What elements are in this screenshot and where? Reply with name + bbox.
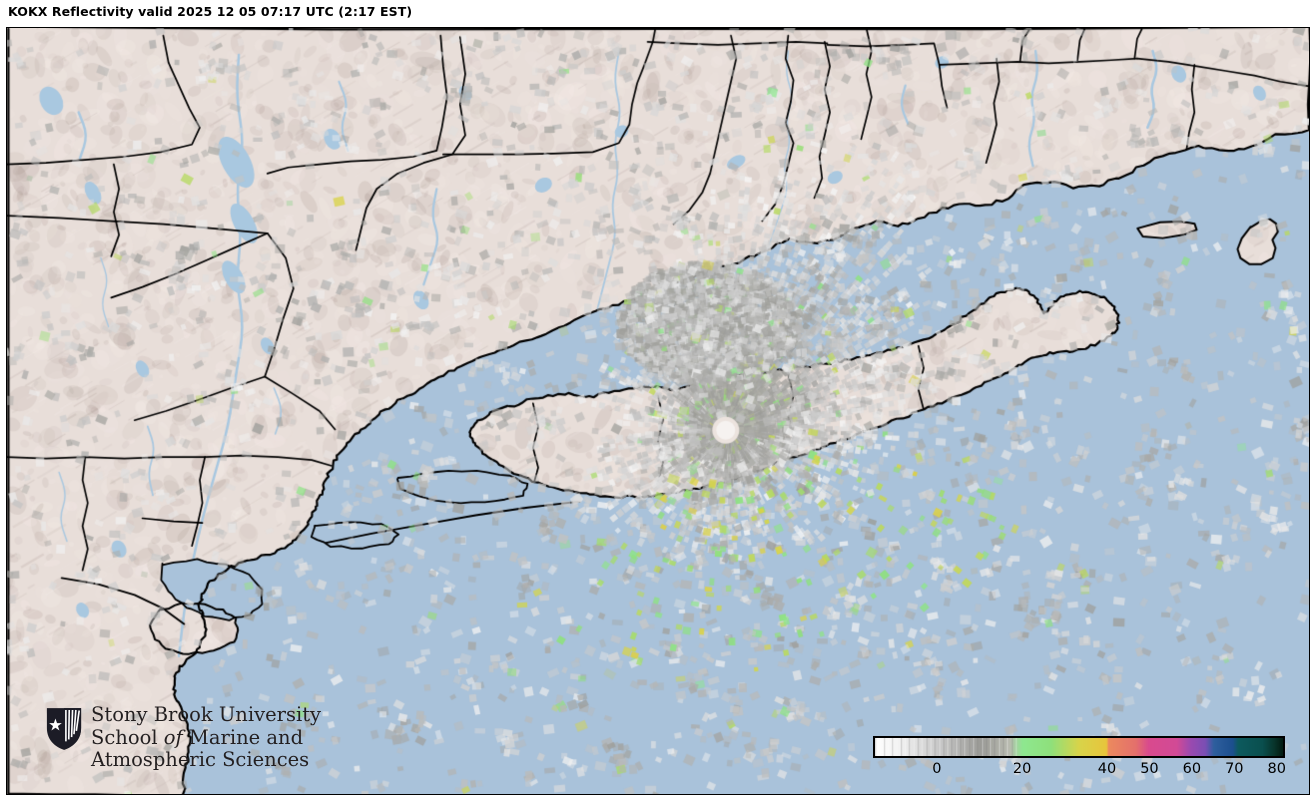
colorbar-tick-70: 70 [1225,761,1244,777]
colorbar-gradient [875,738,1283,756]
colorbar-gradient-box[interactable] [873,736,1285,758]
colorbar-tick-50: 50 [1140,761,1159,777]
reflectivity-colorbar[interactable]: 0 20 40 50 60 70 80 [873,736,1291,794]
colorbar-tick-20: 20 [1012,761,1032,777]
page-title: KOKX Reflectivity valid 2025 12 05 07:17… [8,4,413,19]
radar-map-canvas[interactable] [7,28,1309,794]
colorbar-tick-0: 0 [932,761,942,777]
colorbar-tick-80: 80 [1267,761,1286,777]
radar-map-frame[interactable]: Stony Brook University School of Marine … [6,27,1310,795]
colorbar-tick-labels: 0 20 40 50 60 70 80 [873,758,1286,788]
colorbar-tick-60: 60 [1182,761,1202,777]
colorbar-tick-40: 40 [1097,761,1117,777]
title-bar: KOKX Reflectivity valid 2025 12 05 07:17… [0,0,1316,26]
